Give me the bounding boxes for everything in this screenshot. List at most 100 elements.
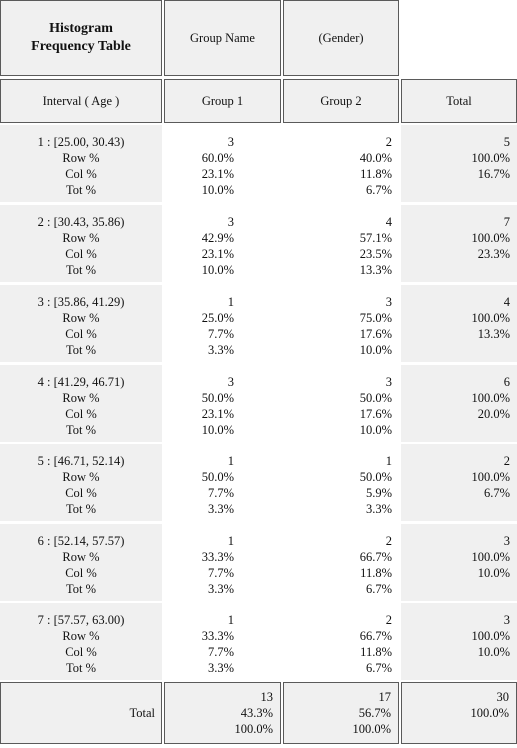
group-2-tot-pct: 13.3% (359, 263, 392, 277)
group-1-row-pct: 42.9% (201, 231, 234, 245)
table-cell-total: 4 100.0% 13.3% (401, 285, 517, 362)
total-row-pct: 100.0% (471, 391, 510, 405)
group-1-count: 1 (227, 454, 234, 468)
group-2-count: 3 (385, 295, 392, 309)
row-pct-label: Row % (62, 151, 100, 165)
group-2-tot-pct: 6.7% (365, 661, 392, 675)
group-1-count: 1 (227, 295, 234, 309)
total-row-pct: 100.0% (471, 470, 510, 484)
col-pct-label: Col % (65, 566, 97, 580)
tot-pct-label: Tot % (65, 183, 97, 197)
total-count: 5 (503, 135, 510, 149)
group-1-tot-pct: 3.3% (207, 661, 234, 675)
total-row-group-1: 13 43.3% 100.0% (164, 682, 281, 744)
group-2-count: 2 (385, 135, 392, 149)
group-1-row-pct: 25.0% (201, 311, 234, 325)
total-row-total: 30 100.0% (401, 682, 517, 744)
total-row-total-pct: 100.0% (470, 706, 509, 720)
column-header-group-2-label: Group 2 (320, 93, 362, 108)
row-pct-label: Row % (62, 629, 100, 643)
group-1-tot-pct: 10.0% (201, 423, 234, 437)
col-pct-label: Col % (65, 645, 97, 659)
interval-label: 1 : [25.00, 30.43) (37, 135, 125, 149)
group-2-count: 3 (385, 375, 392, 389)
column-header-total: Total (401, 79, 517, 123)
group-1-count: 1 (227, 534, 234, 548)
table-cell-group-2: 2 40.0% 11.8% 6.7% (283, 125, 399, 202)
group-2-row-pct: 66.7% (359, 629, 392, 643)
group-2-count: 4 (385, 215, 392, 229)
group-2-row-pct: 40.0% (359, 151, 392, 165)
table-cell-total: 7 100.0% 23.3% (401, 205, 517, 282)
total-count: 3 (503, 534, 510, 548)
table-row-label: 2 : [30.43, 35.86) Row % Col % Tot % (0, 205, 162, 282)
column-header-group-1: Group 1 (164, 79, 281, 123)
group-2-col-pct: 11.8% (360, 167, 392, 181)
interval-header: Interval ( Age ) (0, 79, 162, 123)
row-pct-label: Row % (62, 311, 100, 325)
group-2-tot-pct: 6.7% (365, 582, 392, 596)
table-cell-group-2: 2 66.7% 11.8% 6.7% (283, 524, 399, 601)
tot-pct-label: Tot % (65, 343, 97, 357)
table-cell-group-1: 3 50.0% 23.1% 10.0% (164, 365, 281, 442)
group-var-header: (Gender) (283, 0, 399, 76)
table-title-text: Histogram Frequency Table (31, 21, 131, 54)
group-2-row-pct: 50.0% (359, 470, 392, 484)
group-2-tot-pct: 3.3% (365, 502, 392, 516)
total-row-group-1-col-pct: 100.0% (234, 722, 273, 736)
table-row-label: 3 : [35.86, 41.29) Row % Col % Tot % (0, 285, 162, 362)
total-count: 2 (503, 454, 510, 468)
group-1-col-pct: 23.1% (201, 247, 234, 261)
group-2-row-pct: 66.7% (359, 550, 392, 564)
table-cell-group-1: 3 42.9% 23.1% 10.0% (164, 205, 281, 282)
table-cell-group-1: 1 25.0% 7.7% 3.3% (164, 285, 281, 362)
group-2-col-pct: 23.5% (359, 247, 392, 261)
total-col-pct: 13.3% (477, 327, 510, 341)
table-cell-total: 6 100.0% 20.0% (401, 365, 517, 442)
group-2-col-pct: 5.9% (365, 486, 392, 500)
total-row-group-1-count: 13 (260, 690, 274, 704)
table-cell-group-1: 1 50.0% 7.7% 3.3% (164, 444, 281, 521)
total-row-group-1-row-pct: 43.3% (240, 706, 273, 720)
total-row-label-cell: Total (0, 682, 162, 744)
group-2-row-pct: 75.0% (359, 311, 392, 325)
total-row-pct: 100.0% (471, 151, 510, 165)
table-row-label: 4 : [41.29, 46.71) Row % Col % Tot % (0, 365, 162, 442)
table-cell-group-1: 1 33.3% 7.7% 3.3% (164, 603, 281, 680)
group-1-row-pct: 33.3% (201, 550, 234, 564)
column-header-group-1-label: Group 1 (201, 93, 244, 108)
total-col-pct: 10.0% (477, 566, 510, 580)
tot-pct-label: Tot % (65, 423, 97, 437)
table-row-label: 1 : [25.00, 30.43) Row % Col % Tot % (0, 125, 162, 202)
tot-pct-label: Tot % (65, 582, 97, 596)
group-1-tot-pct: 10.0% (201, 183, 234, 197)
interval-label: 5 : [46.71, 52.14) (37, 454, 125, 468)
group-2-tot-pct: 10.0% (359, 423, 392, 437)
total-row-total-count: 30 (496, 690, 510, 704)
table-cell-total: 3 100.0% 10.0% (401, 524, 517, 601)
row-pct-label: Row % (62, 470, 100, 484)
group-1-row-pct: 33.3% (201, 629, 234, 643)
row-pct-label: Row % (62, 391, 100, 405)
table-cell-group-2: 3 50.0% 17.6% 10.0% (283, 365, 399, 442)
group-2-count: 1 (385, 454, 392, 468)
table-cell-group-1: 1 33.3% 7.7% 3.3% (164, 524, 281, 601)
table-cell-group-2: 3 75.0% 17.6% 10.0% (283, 285, 399, 362)
col-pct-label: Col % (65, 167, 97, 181)
total-row-pct: 100.0% (471, 550, 510, 564)
group-1-col-pct: 7.7% (207, 566, 234, 580)
table-cell-group-2: 4 57.1% 23.5% 13.3% (283, 205, 399, 282)
group-2-col-pct: 11.8% (360, 645, 392, 659)
column-header-group-2: Group 2 (283, 79, 399, 123)
group-name-label: Group Name (190, 30, 255, 45)
group-2-col-pct: 17.6% (359, 327, 392, 341)
group-1-col-pct: 7.7% (207, 327, 234, 341)
total-row-group-2-row-pct: 56.7% (358, 706, 391, 720)
group-2-tot-pct: 10.0% (359, 343, 392, 357)
total-row-group-2: 17 56.7% 100.0% (283, 682, 399, 744)
group-var-label: (Gender) (318, 30, 364, 45)
group-2-row-pct: 50.0% (359, 391, 392, 405)
group-2-row-pct: 57.1% (359, 231, 392, 245)
group-1-col-pct: 7.7% (207, 486, 234, 500)
group-1-col-pct: 23.1% (201, 407, 234, 421)
